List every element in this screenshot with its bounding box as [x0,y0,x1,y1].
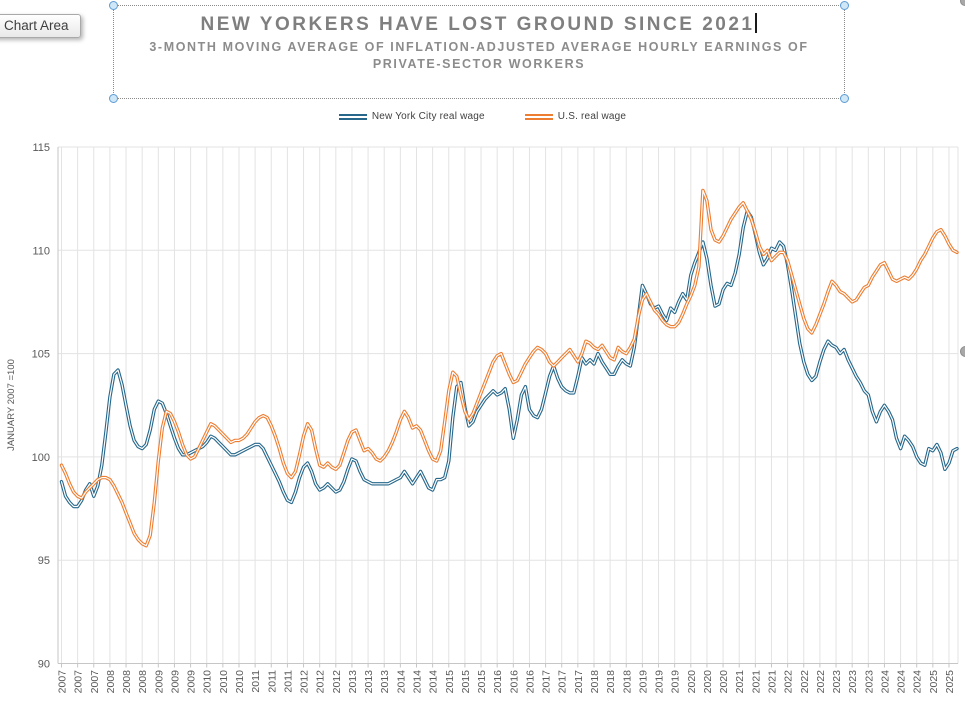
svg-text:2014: 2014 [428,670,440,694]
svg-text:2019: 2019 [637,670,649,694]
svg-text:2024: 2024 [896,670,908,694]
svg-text:JANUARY 2007 =100: JANUARY 2007 =100 [6,359,17,451]
selection-handle-bottom-left[interactable] [109,94,118,103]
legend-item-us[interactable]: U.S. real wage [524,111,627,122]
svg-text:2010: 2010 [234,670,246,694]
svg-text:2008: 2008 [121,670,133,694]
series-line-nyc[interactable] [59,209,959,509]
svg-text:2010: 2010 [218,670,230,694]
legend-label-us: U.S. real wage [557,111,627,122]
svg-text:2023: 2023 [863,670,875,694]
text-cursor [755,13,758,33]
svg-text:2007: 2007 [89,670,101,694]
y-axis-labels[interactable]: 115 110 105 100 95 90 [32,142,50,671]
x-axis-labels[interactable]: 2007 2007 2007 2008 2008 2008 2009 2009 2009 2010… [57,670,956,694]
legend: New York City real wage U.S. real wage [0,111,965,122]
svg-text:2008: 2008 [105,670,117,694]
chart-subtitle-line2: PRIVATE-SECTOR WORKERS [372,57,586,71]
svg-text:2018: 2018 [621,670,633,694]
svg-text:2019: 2019 [670,670,682,694]
svg-text:115: 115 [32,142,50,154]
svg-text:2007: 2007 [57,670,69,694]
svg-text:2022: 2022 [783,670,795,694]
selection-handle-top-left[interactable] [109,1,118,10]
svg-text:2016: 2016 [508,670,520,694]
svg-text:2016: 2016 [492,670,504,694]
chart-subtitle[interactable]: 3-MONTH MOVING AVERAGE OF INFLATION-ADJU… [114,39,844,73]
svg-text:2023: 2023 [847,670,859,694]
chart-selection-handle-right[interactable] [960,346,965,357]
svg-text:95: 95 [38,555,50,567]
legend-item-nyc[interactable]: New York City real wage [338,111,485,122]
svg-text:2015: 2015 [444,670,456,694]
svg-text:2012: 2012 [315,670,327,694]
svg-text:2013: 2013 [379,670,391,694]
svg-text:2022: 2022 [799,670,811,694]
svg-text:2011: 2011 [282,670,294,693]
svg-text:2009: 2009 [186,670,198,694]
chart-title-box[interactable]: NEW YORKERS HAVE LOST GROUND SINCE 2021 … [109,1,849,103]
legend-marker-nyc [338,113,367,120]
svg-text:2025: 2025 [928,670,940,694]
svg-text:2018: 2018 [605,670,617,694]
chart-title-text: NEW YORKERS HAVE LOST GROUND SINCE 2021 [200,14,755,35]
svg-text:2022: 2022 [815,670,827,694]
svg-text:2015: 2015 [476,670,488,694]
svg-text:2017: 2017 [541,670,553,694]
svg-text:2012: 2012 [299,670,311,694]
svg-text:2009: 2009 [169,670,181,694]
svg-text:2017: 2017 [557,670,569,694]
svg-text:2023: 2023 [831,670,843,694]
chart-area-tooltip-label: Chart Area [4,18,69,33]
svg-text:2015: 2015 [460,670,472,694]
svg-text:100: 100 [32,452,50,464]
svg-text:2013: 2013 [363,670,375,694]
svg-text:2020: 2020 [702,670,714,694]
svg-text:2014: 2014 [411,670,423,694]
x-axis-ticks [61,663,950,668]
chart-subtitle-line1: 3-MONTH MOVING AVERAGE OF INFLATION-ADJU… [149,40,809,54]
svg-text:2016: 2016 [524,670,536,694]
svg-text:2012: 2012 [331,670,343,694]
legend-label-nyc: New York City real wage [371,111,485,122]
svg-text:2020: 2020 [718,670,730,694]
axis-lines [57,147,958,664]
svg-text:2021: 2021 [734,670,746,694]
svg-text:105: 105 [32,349,50,361]
selection-handle-bottom-right[interactable] [840,94,849,103]
svg-text:2017: 2017 [573,670,585,694]
svg-text:2021: 2021 [750,670,762,694]
svg-text:2014: 2014 [395,670,407,694]
svg-text:110: 110 [32,245,50,257]
chart-selection-handle-top-right[interactable] [960,0,965,6]
horizontal-gridlines [58,146,958,561]
svg-text:2013: 2013 [347,670,359,694]
svg-text:2010: 2010 [202,670,214,694]
vertical-gridlines [61,147,959,664]
svg-text:2011: 2011 [250,670,262,693]
legend-marker-us [524,113,553,120]
svg-text:2008: 2008 [137,670,149,694]
svg-text:2011: 2011 [266,670,278,693]
svg-text:2009: 2009 [153,670,165,694]
svg-text:2024: 2024 [912,670,924,694]
svg-text:2025: 2025 [944,670,956,694]
selection-handle-top-right[interactable] [840,1,849,10]
svg-text:2024: 2024 [879,670,891,694]
svg-text:2021: 2021 [766,670,778,694]
svg-text:90: 90 [38,659,50,671]
series-line-us[interactable] [59,188,959,548]
svg-text:2020: 2020 [686,670,698,694]
svg-text:2019: 2019 [654,670,666,694]
chart-area-tooltip: Chart Area [0,14,81,38]
svg-text:2007: 2007 [73,670,85,694]
svg-text:2018: 2018 [589,670,601,694]
chart-title[interactable]: NEW YORKERS HAVE LOST GROUND SINCE 2021 [114,13,844,36]
y-axis-title[interactable]: JANUARY 2007 =100 [6,359,17,451]
